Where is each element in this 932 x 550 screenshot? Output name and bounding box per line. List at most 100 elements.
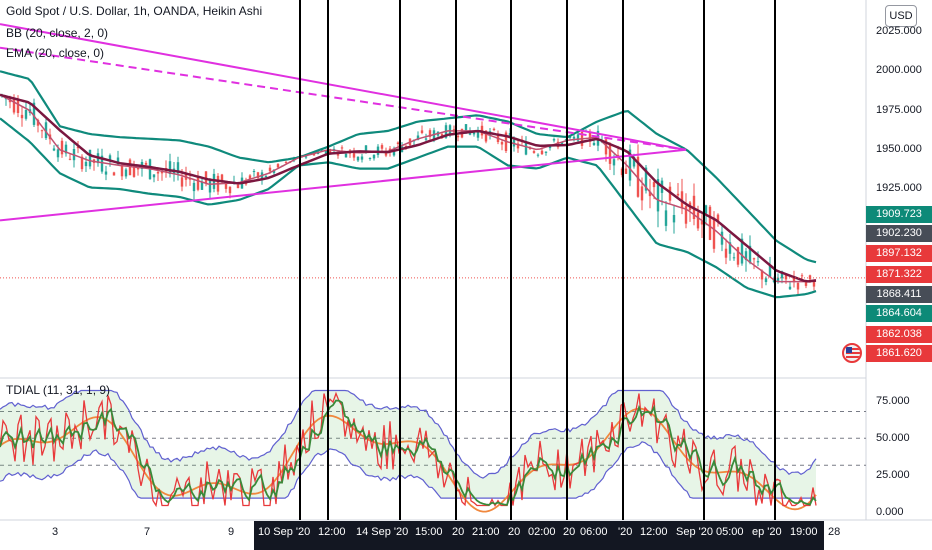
price-label-bb-lower: 1864.604 — [866, 305, 932, 322]
candle — [124, 167, 128, 179]
candle — [752, 257, 756, 270]
chart-title: Gold Spot / U.S. Dollar, 1h, OANDA, Heik… — [6, 4, 263, 18]
candle — [500, 140, 504, 151]
price-label-crosshair: 1868.411 — [866, 286, 932, 303]
ema-line — [0, 93, 817, 283]
time-tick-label: 05:00 — [716, 526, 744, 538]
osc-upper-band — [0, 389, 817, 479]
time-tick-label: 12:00 — [640, 526, 668, 538]
candle — [544, 151, 548, 156]
candle — [256, 171, 260, 179]
candle — [88, 149, 92, 170]
time-tick-label: 28 — [828, 526, 841, 538]
candle — [632, 153, 636, 169]
oscillator-title[interactable]: TDIAL (11, 31, 1, 9) — [6, 383, 111, 397]
price-label-last: 1902.230 — [866, 225, 932, 242]
candle — [792, 270, 796, 288]
candle — [676, 183, 680, 198]
bb-indicator-label[interactable]: BB (20, close, 2, 0) — [6, 26, 109, 40]
candle — [64, 141, 68, 157]
time-tick-label: 12:00 — [318, 526, 346, 538]
candle — [716, 213, 720, 227]
candle — [624, 160, 628, 174]
candle — [100, 148, 104, 174]
bb-upper-line — [0, 70, 817, 264]
candle — [176, 156, 180, 181]
candle — [656, 168, 660, 228]
price-tick: 1925.000 — [876, 182, 922, 194]
trendline-middle[interactable] — [0, 46, 687, 151]
price-label-low: 1861.620 — [866, 345, 932, 362]
candle — [372, 154, 376, 161]
candle — [760, 269, 764, 289]
candle — [356, 156, 360, 162]
time-tick-label: 20 — [563, 526, 576, 538]
trendline-lower[interactable] — [0, 148, 687, 222]
candle — [284, 160, 288, 164]
candle — [260, 169, 264, 185]
candle — [536, 153, 540, 158]
candle — [352, 147, 356, 161]
trendline-upper[interactable] — [0, 23, 687, 151]
candle — [420, 125, 424, 135]
candle — [524, 136, 528, 156]
time-tick-label: 15:00 — [415, 526, 443, 538]
currency-button[interactable]: USD — [885, 5, 917, 27]
time-tick-label: 10 Sep '20 — [258, 526, 311, 538]
osc-tick: 75.000 — [876, 395, 910, 407]
time-range-highlight — [254, 521, 824, 550]
time-tick-label: 14 Sep '20 — [356, 526, 409, 538]
candle — [608, 142, 612, 170]
candle — [104, 165, 108, 181]
candle — [532, 149, 536, 154]
price-label-bb-upper: 1909.723 — [866, 206, 932, 223]
price-tick: 1975.000 — [876, 104, 922, 116]
candle — [32, 98, 36, 127]
osc-lower-band — [0, 441, 816, 499]
candle — [20, 106, 24, 127]
time-tick-label: 20 — [452, 526, 465, 538]
price-label-ema: 1862.038 — [866, 326, 932, 343]
candle — [360, 153, 364, 163]
time-tick-label: 06:00 — [580, 526, 608, 538]
candle — [44, 118, 48, 140]
time-tick-label: 20 — [508, 526, 521, 538]
osc-rsi-line — [0, 391, 817, 508]
candle — [628, 144, 632, 187]
candle — [812, 280, 816, 291]
time-tick-label: ep '20 — [752, 526, 782, 538]
osc-tick: 25.000 — [876, 469, 910, 481]
candle — [192, 178, 196, 200]
candle — [796, 282, 800, 296]
candle — [136, 167, 140, 176]
time-tick-label: 3 — [52, 526, 59, 538]
candle — [700, 214, 704, 238]
candle — [252, 169, 256, 177]
candle — [60, 137, 64, 158]
osc-tick: 0.000 — [876, 506, 904, 518]
bb-basis-line — [0, 94, 817, 283]
candle — [672, 204, 676, 234]
candle — [724, 238, 728, 265]
candle — [728, 233, 732, 261]
us-flag-icon[interactable] — [842, 343, 862, 363]
candle — [112, 171, 116, 176]
candle — [648, 178, 652, 209]
price-label-close: 1871.322 — [866, 266, 932, 283]
time-tick-label: 7 — [144, 526, 151, 538]
price-tick: 1950.000 — [876, 143, 922, 155]
osc-signal-line — [0, 399, 817, 506]
candle — [152, 174, 156, 183]
candle — [276, 163, 280, 169]
time-tick-label: 9 — [228, 526, 235, 538]
candle — [720, 224, 724, 252]
candle — [636, 144, 640, 198]
candle — [200, 178, 204, 190]
candle — [52, 145, 56, 152]
time-tick-label: 19:00 — [790, 526, 818, 538]
ema-indicator-label[interactable]: EMA (20, close, 0) — [6, 46, 105, 60]
candle — [740, 233, 744, 266]
time-tick-label: Sep '20 — [676, 526, 713, 538]
time-tick-label: 02:00 — [528, 526, 556, 538]
